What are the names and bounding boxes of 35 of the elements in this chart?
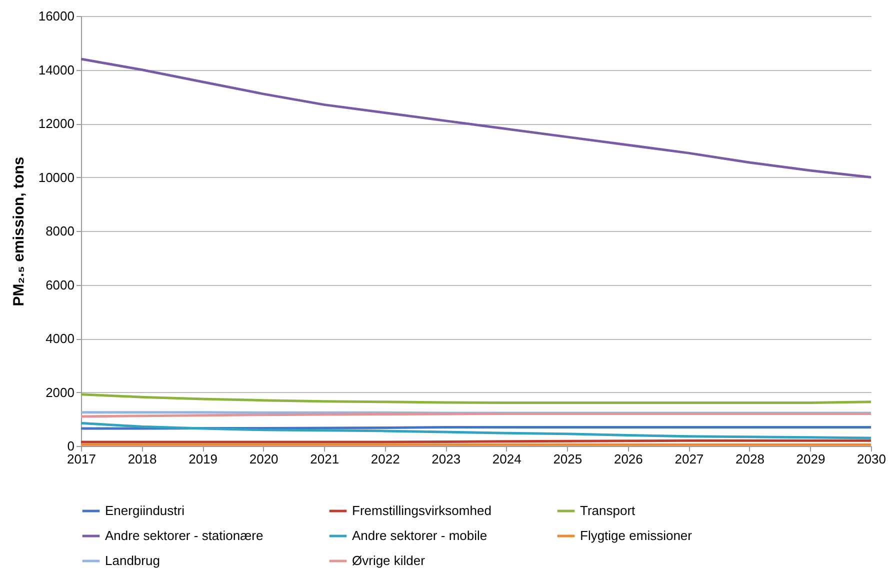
y-tick-label: 14000 [38, 62, 74, 78]
x-tick-label: 2019 [188, 452, 218, 466]
y-tick-label: 4000 [46, 331, 74, 346]
y-tick-label: 8000 [46, 224, 74, 238]
legend-label: Andre sektorer - stationære [105, 528, 264, 543]
legend-label: Transport [580, 503, 636, 518]
x-tick-label: 2018 [128, 452, 157, 466]
x-tick-label: 2026 [614, 452, 643, 466]
x-tick-label: 2023 [432, 452, 461, 466]
y-tick-label: 2000 [46, 384, 74, 400]
line-series [81, 422, 871, 440]
x-tick-label: 2020 [249, 452, 278, 466]
x-tick-label: 2021 [310, 452, 340, 466]
y-tick-label: 6000 [46, 277, 74, 292]
x-tick-label: 2030 [857, 452, 886, 466]
x-tick-label: 2022 [370, 452, 400, 466]
line-series [81, 393, 871, 404]
line-series [81, 58, 871, 178]
legend-label: Andre sektorer - mobile [352, 528, 488, 543]
y-tick-label: 16000 [38, 8, 74, 24]
legend-label: Fremstillingsvirksomhed [352, 503, 492, 518]
x-tick-label: 2024 [492, 452, 522, 466]
legend-label: Energiindustri [105, 503, 185, 518]
x-tick-label: 2025 [553, 452, 582, 466]
legend-label: Flygtige emissioner [580, 528, 693, 543]
legend-label: Øvrige kilder [352, 553, 426, 568]
x-tick-label: 2017 [67, 452, 96, 466]
y-tick-label: 0 [67, 438, 74, 454]
x-tick-label: 2028 [736, 452, 764, 466]
x-tick-label: 2027 [674, 452, 704, 466]
y-tick-label: 10000 [38, 170, 74, 185]
y-axis-title: PM₂.₅ emission, tons [10, 156, 28, 306]
legend-label: Landbrug [105, 553, 160, 568]
y-tick-label: 12000 [38, 116, 74, 131]
x-tick-label: 2029 [796, 452, 826, 466]
